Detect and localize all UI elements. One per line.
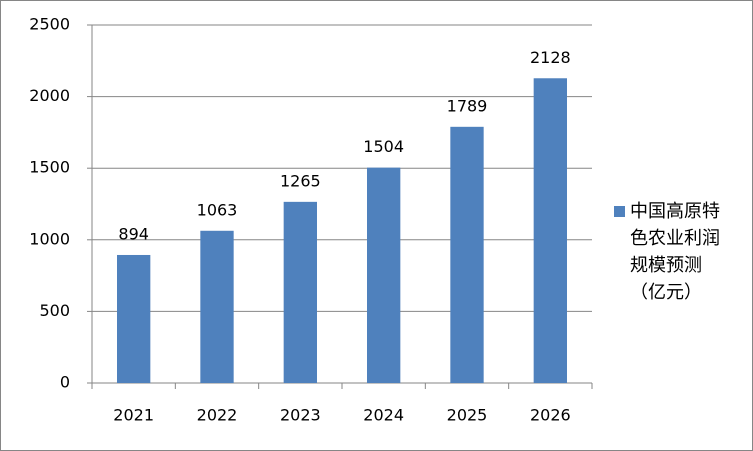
- bar: [283, 201, 317, 383]
- x-tick-label: 2026: [530, 406, 571, 425]
- y-tick-label: 500: [39, 301, 70, 320]
- data-label: 1789: [447, 96, 488, 115]
- bar: [200, 230, 234, 383]
- y-tick-label: 2000: [29, 86, 70, 105]
- legend-swatch: [614, 206, 625, 217]
- x-tick-label: 2023: [280, 406, 321, 425]
- data-label: 1504: [363, 137, 404, 156]
- legend: 中国高原特色农业利润规模预测（亿元）: [614, 198, 734, 306]
- bar: [117, 254, 151, 383]
- y-tick-label: 0: [60, 373, 70, 392]
- y-tick-label: 2500: [29, 15, 70, 34]
- data-label: 2128: [530, 48, 571, 67]
- y-tick-label: 1000: [29, 229, 70, 248]
- x-tick-label: 2021: [113, 406, 154, 425]
- bar: [450, 126, 484, 384]
- data-label: 1265: [280, 171, 321, 190]
- legend-label: 中国高原特色农业利润规模预测（亿元）: [630, 201, 720, 303]
- x-tick-label: 2024: [363, 406, 404, 425]
- x-tick-label: 2025: [447, 406, 488, 425]
- data-label: 894: [118, 224, 149, 243]
- y-tick-label: 1500: [29, 158, 70, 177]
- bar: [367, 167, 401, 383]
- bar: [533, 78, 567, 384]
- data-label: 1063: [197, 200, 238, 219]
- x-tick-label: 2022: [197, 406, 238, 425]
